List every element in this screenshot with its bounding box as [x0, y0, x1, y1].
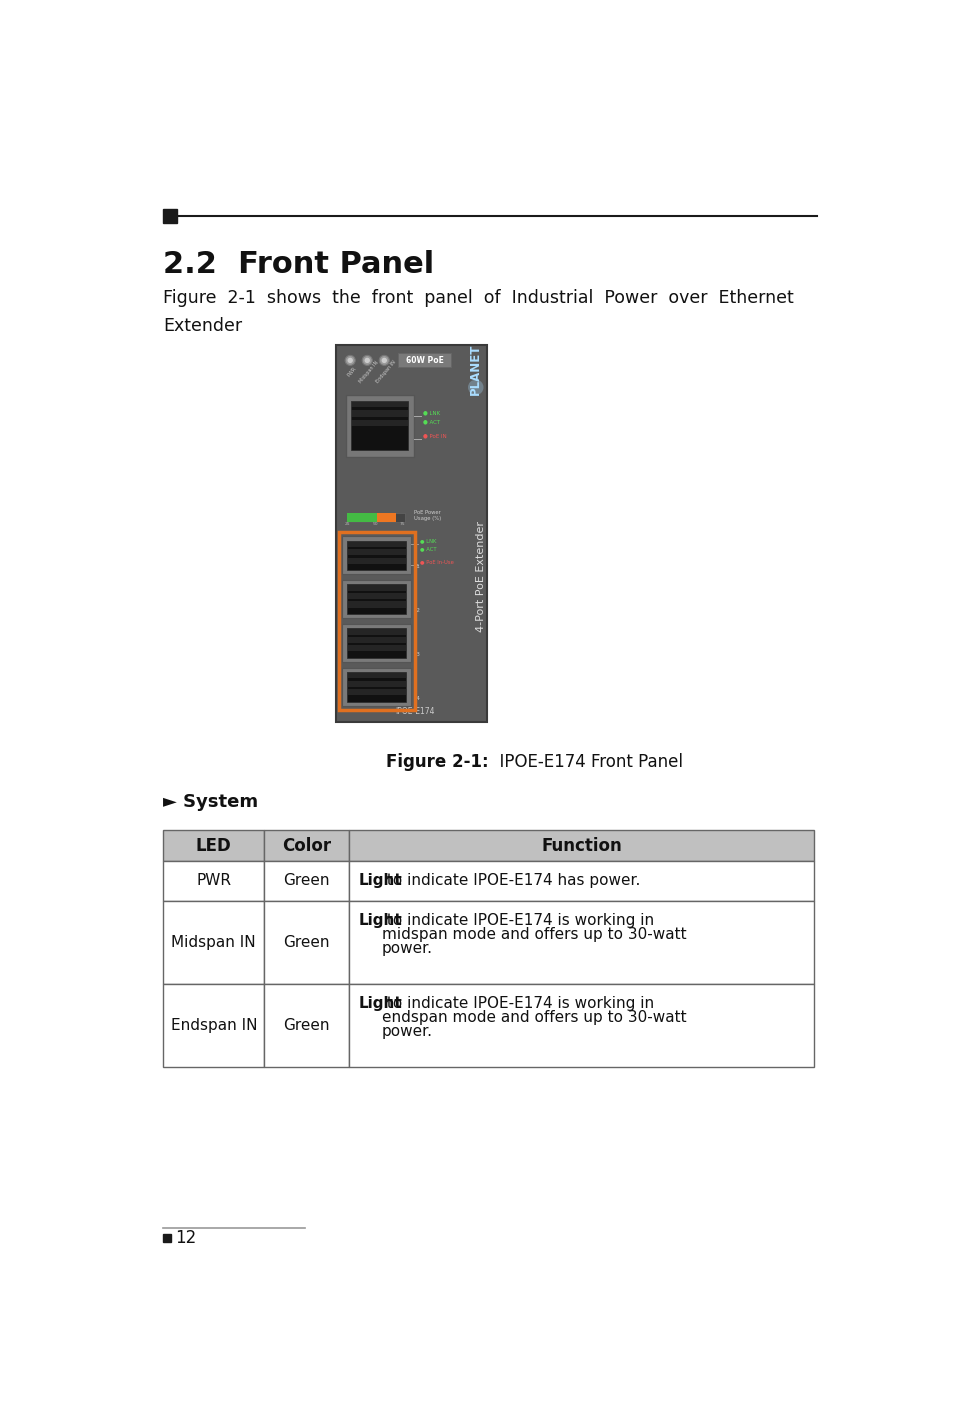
Text: Figure  2-1  shows  the  front  panel  of  Industrial  Power  over  Ethernet
Ext: Figure 2-1 shows the front panel of Indu… — [163, 289, 793, 335]
Text: ● LNK: ● LNK — [422, 411, 439, 415]
Text: Light: Light — [358, 873, 402, 888]
Text: ● ACT: ● ACT — [422, 419, 439, 425]
Text: 25: 25 — [344, 522, 350, 527]
Bar — [347, 593, 406, 599]
Text: endspan mode and offers up to 30-watt: endspan mode and offers up to 30-watt — [381, 1010, 686, 1025]
Text: 2.2  Front Panel: 2.2 Front Panel — [163, 250, 435, 280]
Bar — [347, 628, 406, 658]
Text: Green: Green — [283, 1018, 330, 1034]
Bar — [347, 672, 406, 702]
Text: Light: Light — [358, 914, 402, 928]
Circle shape — [345, 356, 355, 366]
Text: power.: power. — [381, 940, 433, 956]
Circle shape — [381, 357, 387, 363]
Text: Usage (%): Usage (%) — [414, 515, 440, 521]
Text: Endspan IN: Endspan IN — [171, 1018, 256, 1034]
Text: 50: 50 — [373, 522, 378, 527]
Bar — [264, 901, 349, 984]
Bar — [347, 645, 406, 651]
Text: 12: 12 — [174, 1230, 196, 1247]
Text: LED: LED — [195, 836, 232, 854]
Circle shape — [347, 357, 353, 363]
Text: IPOE-E174: IPOE-E174 — [395, 707, 435, 716]
Bar — [347, 558, 406, 563]
Text: Color: Color — [282, 836, 331, 854]
Bar — [347, 585, 406, 614]
Bar — [163, 1234, 171, 1243]
Circle shape — [362, 356, 372, 366]
Text: Midspan IN: Midspan IN — [358, 360, 379, 384]
Bar — [347, 513, 405, 522]
Bar — [376, 513, 395, 522]
Text: 4: 4 — [415, 696, 419, 700]
Circle shape — [379, 356, 389, 366]
Bar — [264, 830, 349, 861]
Bar — [349, 830, 814, 861]
Bar — [349, 901, 814, 984]
Bar — [397, 353, 451, 367]
Text: 75: 75 — [399, 522, 405, 527]
Bar — [342, 580, 410, 618]
Text: PWR: PWR — [196, 874, 231, 888]
Circle shape — [364, 357, 370, 363]
Text: Endspan IN: Endspan IN — [375, 360, 396, 384]
Bar — [349, 861, 814, 901]
Bar — [351, 411, 408, 417]
Bar — [347, 637, 406, 642]
Bar — [347, 541, 406, 570]
Bar — [338, 532, 415, 710]
Bar — [347, 513, 376, 522]
Text: ● PoE In-Use: ● PoE In-Use — [419, 559, 454, 565]
Text: IPOE-E174 Front Panel: IPOE-E174 Front Panel — [488, 753, 682, 771]
Bar — [347, 602, 406, 607]
Bar — [347, 549, 406, 555]
Bar — [347, 541, 406, 546]
Bar — [163, 861, 264, 901]
Bar — [351, 401, 408, 408]
Text: midspan mode and offers up to 30-watt: midspan mode and offers up to 30-watt — [381, 928, 686, 942]
Bar — [335, 345, 487, 723]
Bar — [347, 681, 406, 686]
Bar — [264, 861, 349, 901]
Text: Midspan IN: Midspan IN — [172, 935, 255, 950]
Text: Green: Green — [283, 935, 330, 950]
Bar — [347, 585, 406, 590]
Text: ► System: ► System — [163, 794, 258, 810]
Text: ● LNK: ● LNK — [419, 538, 436, 544]
Text: Figure 2-1:: Figure 2-1: — [386, 753, 488, 771]
Text: PLANET: PLANET — [469, 343, 482, 395]
Text: to indicate IPOE-E174 is working in: to indicate IPOE-E174 is working in — [381, 997, 654, 1011]
Text: 60W PoE: 60W PoE — [405, 356, 443, 364]
Bar — [163, 984, 264, 1067]
Bar — [163, 209, 177, 223]
Text: ● ACT: ● ACT — [419, 546, 436, 551]
Text: PWR: PWR — [346, 366, 357, 378]
Bar — [347, 628, 406, 634]
Bar — [342, 668, 410, 706]
Text: PoE Power: PoE Power — [414, 510, 440, 515]
Text: Function: Function — [541, 836, 621, 854]
Bar — [345, 395, 414, 456]
Text: 2: 2 — [415, 609, 419, 613]
Bar — [264, 984, 349, 1067]
Bar — [351, 419, 408, 426]
Text: to indicate IPOE-E174 is working in: to indicate IPOE-E174 is working in — [381, 914, 654, 928]
Bar — [163, 901, 264, 984]
Bar — [342, 624, 410, 662]
Text: power.: power. — [381, 1024, 433, 1039]
Text: 3: 3 — [415, 652, 419, 657]
Text: 4-Port PoE Extender: 4-Port PoE Extender — [476, 521, 486, 631]
Text: Green: Green — [283, 874, 330, 888]
Bar — [347, 672, 406, 678]
Bar — [163, 830, 264, 861]
Bar — [347, 689, 406, 695]
Bar — [349, 984, 814, 1067]
Circle shape — [468, 380, 483, 395]
Bar — [342, 537, 410, 575]
Text: Light: Light — [358, 997, 402, 1011]
Text: to indicate IPOE-E174 has power.: to indicate IPOE-E174 has power. — [381, 873, 639, 888]
Bar — [351, 401, 408, 450]
Text: ● PoE IN: ● PoE IN — [422, 433, 446, 438]
Text: 1: 1 — [415, 565, 418, 569]
